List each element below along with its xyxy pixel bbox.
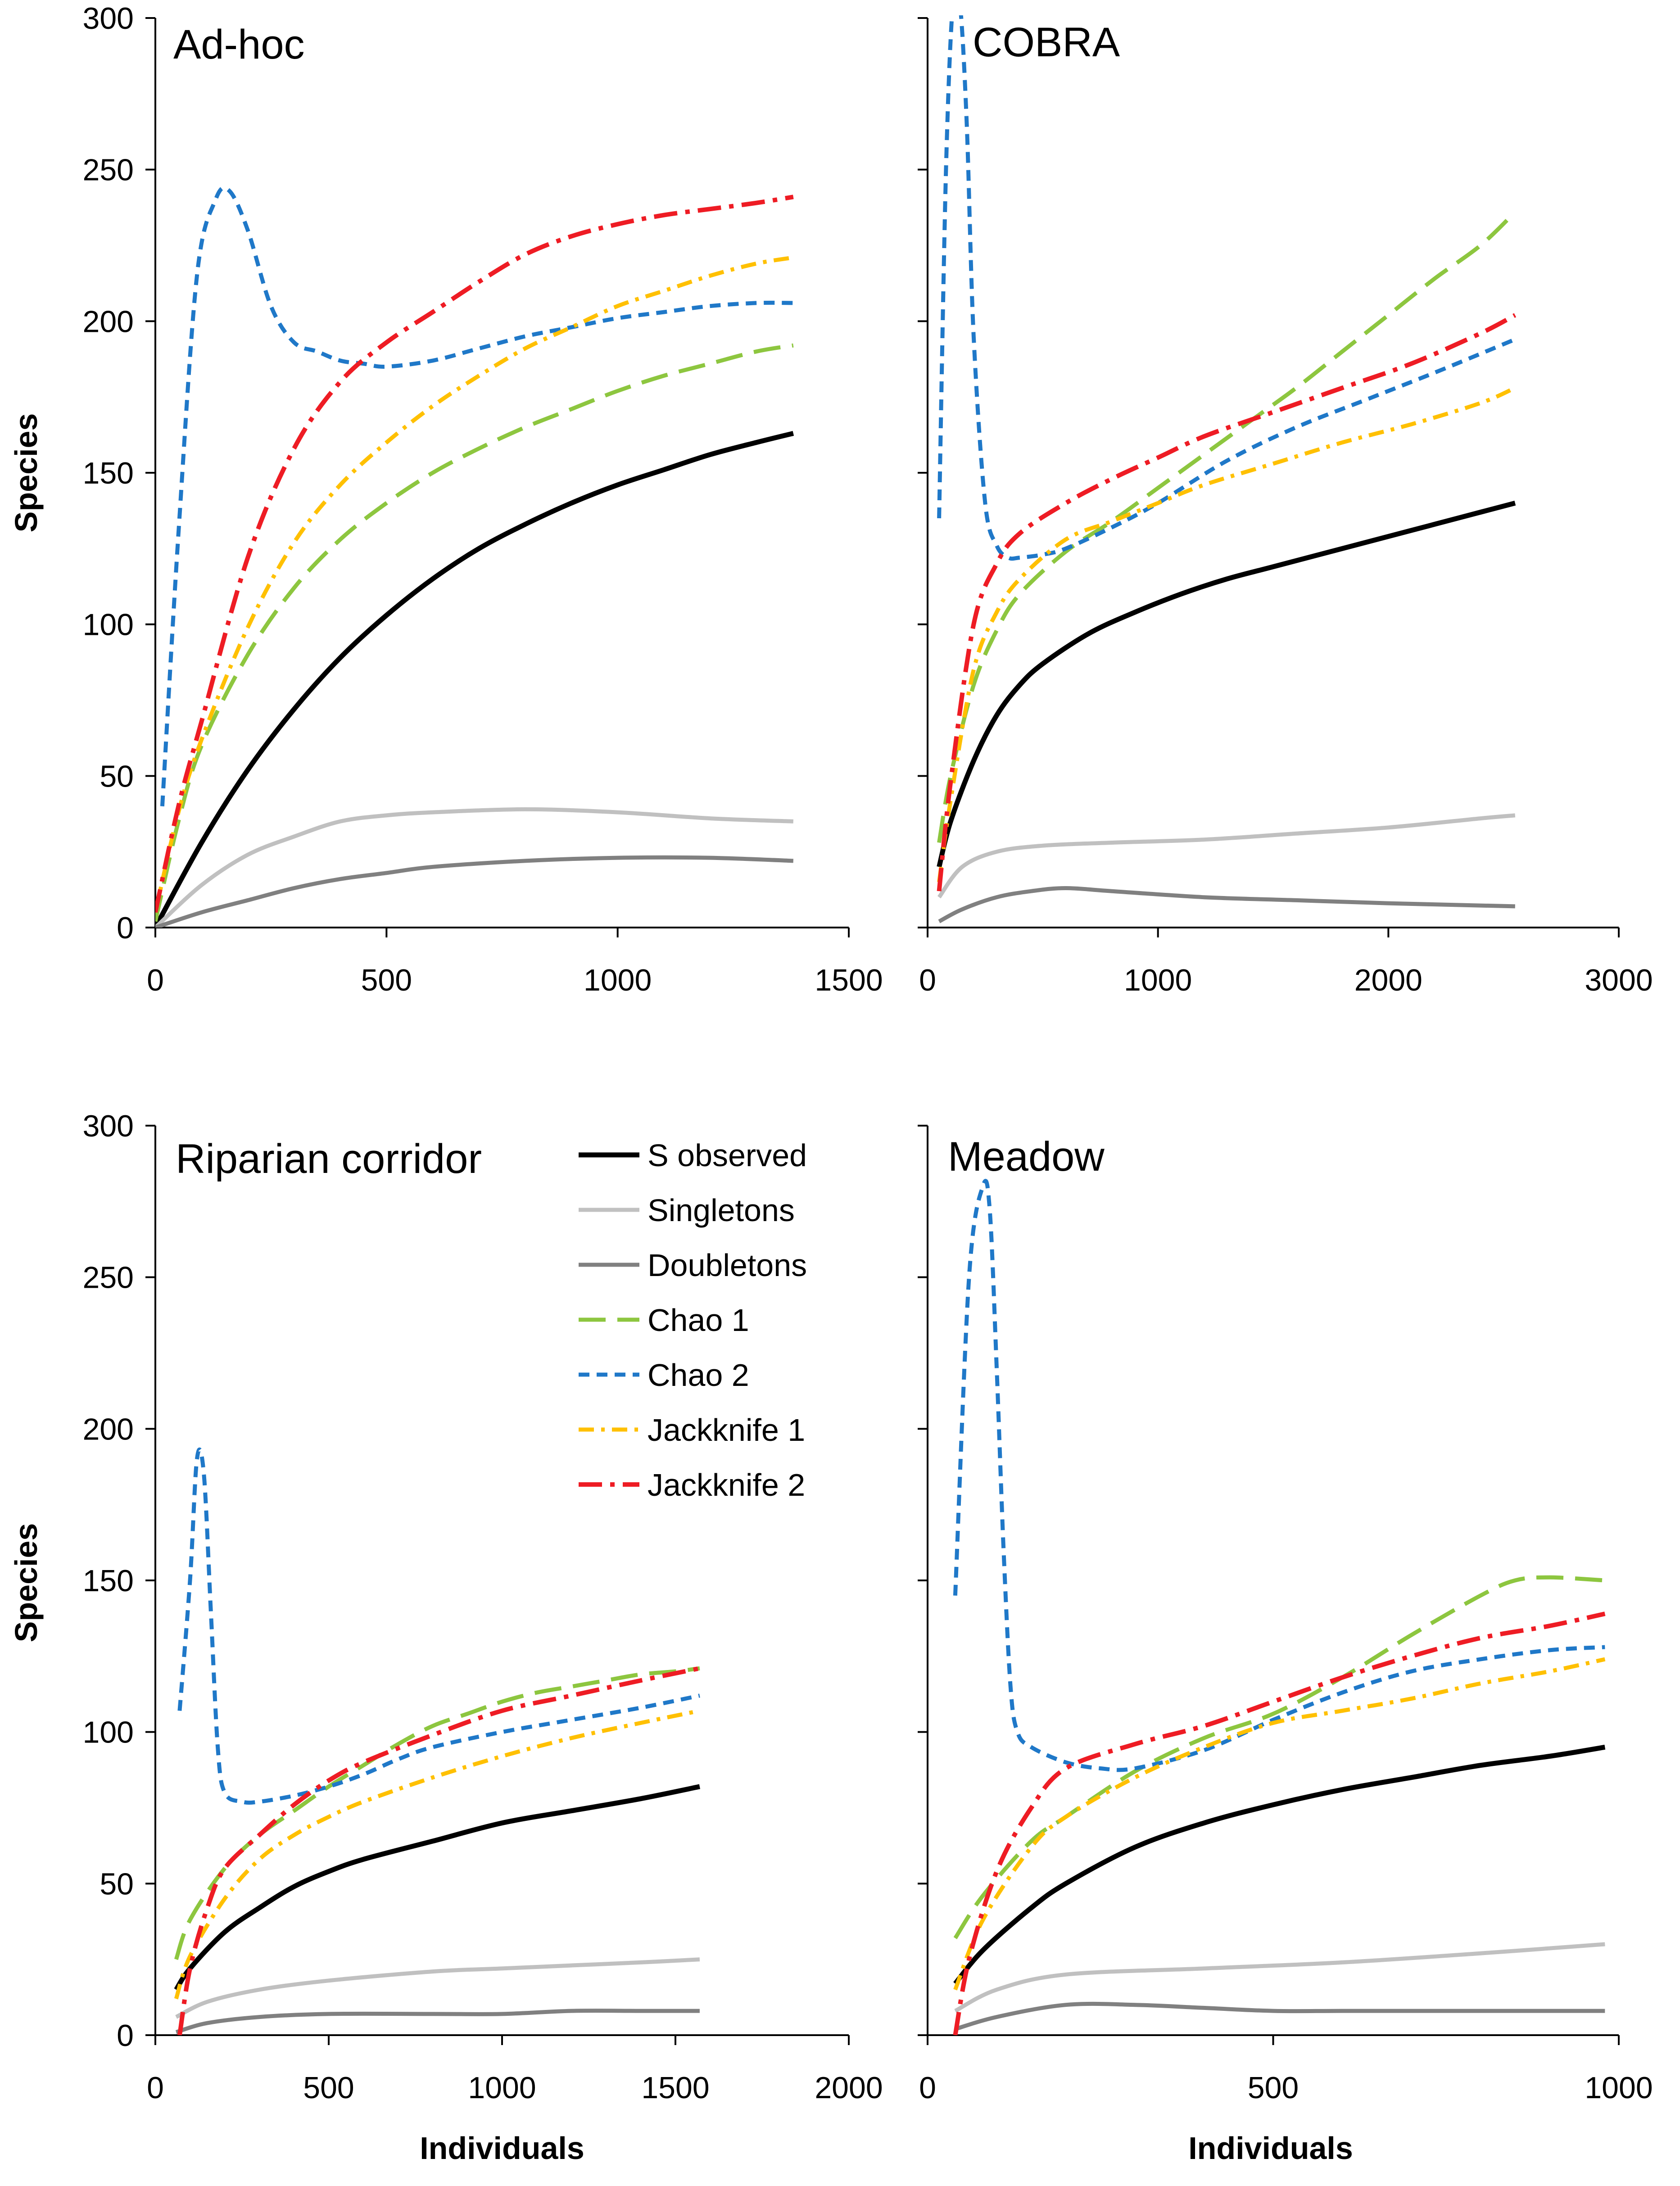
x-tick-label: 2000 <box>1354 963 1422 997</box>
legend-item: Jackknife 2 <box>579 1467 805 1503</box>
y-tick-label: 50 <box>100 1867 134 1901</box>
series-line-singletons <box>954 1942 1605 2013</box>
series-line-s-observed <box>937 500 1516 868</box>
chart-panel-meadow: Meadow 0 500 1000 <box>918 1125 1653 2105</box>
legend-label: Jackknife 1 <box>648 1412 805 1448</box>
series-line-singletons <box>175 1957 700 2019</box>
y-tick-label: 250 <box>83 1261 134 1295</box>
series-line-jack1 <box>174 1709 700 2000</box>
y-tick-label: 300 <box>83 1 134 36</box>
y-tick-label: 100 <box>83 608 134 642</box>
x-tick-label: 1500 <box>641 2071 709 2105</box>
y-tick-label: 0 <box>117 911 134 945</box>
x-tick-label: 1000 <box>1585 2071 1653 2105</box>
series-line-chao2 <box>953 1179 1605 1772</box>
x-tick-label: 500 <box>361 963 412 997</box>
legend-label: S observed <box>648 1138 807 1173</box>
y-tick-label: 0 <box>117 2019 134 2053</box>
chart-panel-riparian-corridor: Riparian corridor 0 50 100 150 200 250 300 0 500… <box>83 1109 883 2105</box>
series-line-singletons <box>937 813 1516 899</box>
series-group <box>937 15 1517 923</box>
x-tick-label: 0 <box>147 963 164 997</box>
series-group <box>174 1447 701 2035</box>
y-tick-label: 250 <box>83 153 134 187</box>
series-line-s-observed <box>953 1744 1606 1986</box>
panel-title: Ad-hoc <box>173 22 305 68</box>
panel-title: Riparian corridor <box>176 1136 482 1182</box>
series-line-jack1 <box>155 255 794 913</box>
series-group <box>953 1179 1606 2035</box>
x-tick-label: 2000 <box>815 2071 883 2105</box>
series-line-chao2 <box>160 186 793 806</box>
series-line-doubletons <box>955 2001 1605 2031</box>
x-tick-label: 1500 <box>815 963 883 997</box>
x-tick-label: 0 <box>919 2071 936 2105</box>
y-tick-label: 100 <box>83 1715 134 1750</box>
series-line-jack2 <box>155 195 794 913</box>
y-tick-label: 200 <box>83 1412 134 1446</box>
legend-item: S observed <box>579 1138 807 1173</box>
y-tick-label: 150 <box>83 1564 134 1598</box>
x-tick-label: 1000 <box>468 2071 536 2105</box>
series-line-chao2 <box>937 15 1516 561</box>
series-line-jack2 <box>177 1666 700 2035</box>
y-axis-title: Species <box>9 413 44 533</box>
legend-item: Chao 1 <box>579 1303 749 1338</box>
series-line-doubletons <box>938 886 1515 923</box>
legend: S observed Singletons Doubletons Chao 1 Chao… <box>579 1138 807 1503</box>
legend-label: Chao 2 <box>648 1358 749 1393</box>
series-line-jack1 <box>937 386 1516 883</box>
series-line-chao1 <box>953 1575 1605 1939</box>
chart-panel-adhoc: Ad-hoc 0 50 100 150 200 250 300 0 500 1000 1500 <box>83 1 883 997</box>
series-line-doubletons <box>155 855 793 928</box>
x-tick-label: 1000 <box>1124 963 1192 997</box>
series-line-chao2 <box>177 1447 700 1805</box>
legend-label: Jackknife 2 <box>648 1467 805 1503</box>
x-axis-title: Individuals <box>1188 2131 1353 2166</box>
y-tick-label: 150 <box>83 456 134 490</box>
panel-title: COBRA <box>973 19 1120 65</box>
chart-panel-cobra: COBRA 0 1000 2000 3000 <box>918 15 1653 997</box>
series-group <box>155 186 794 928</box>
series-line-s-observed <box>174 1784 701 1991</box>
legend-label: Singletons <box>648 1193 795 1228</box>
legend-label: Chao 1 <box>648 1303 749 1338</box>
y-tick-label: 50 <box>100 759 134 793</box>
legend-item: Jackknife 1 <box>579 1412 805 1448</box>
series-line-doubletons <box>175 2009 700 2034</box>
x-tick-label: 500 <box>303 2071 354 2105</box>
series-line-singletons <box>155 807 793 928</box>
panel-title: Meadow <box>948 1134 1105 1180</box>
x-tick-label: 3000 <box>1585 963 1653 997</box>
series-line-chao1 <box>937 210 1517 843</box>
y-tick-label: 200 <box>83 304 134 339</box>
legend-label: Doubletons <box>648 1248 807 1283</box>
series-line-jack2 <box>937 313 1517 892</box>
x-tick-label: 0 <box>919 963 936 997</box>
x-axis-title: Individuals <box>420 2131 584 2166</box>
legend-item: Doubletons <box>579 1248 807 1283</box>
x-tick-label: 1000 <box>584 963 652 997</box>
legend-item: Singletons <box>579 1193 795 1228</box>
y-axis-title: Species <box>9 1523 44 1643</box>
series-line-s-observed <box>155 431 794 928</box>
x-tick-label: 0 <box>147 2071 164 2105</box>
legend-item: Chao 2 <box>579 1358 749 1393</box>
x-tick-label: 500 <box>1248 2071 1299 2105</box>
series-line-jack1 <box>953 1657 1606 1991</box>
y-tick-label: 300 <box>83 1109 134 1143</box>
